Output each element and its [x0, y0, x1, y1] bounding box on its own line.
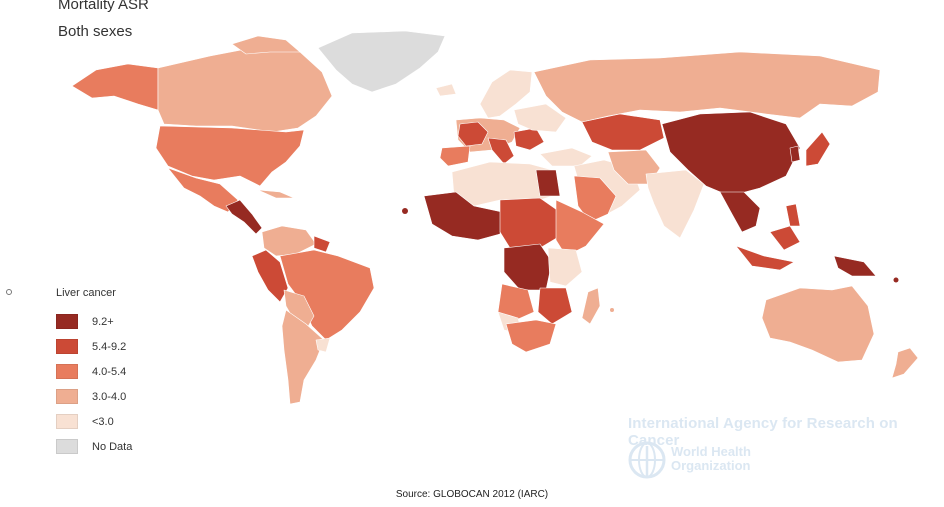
region-guianas[interactable] [313, 235, 331, 253]
source-note: Source: GLOBOCAN 2012 (IARC) [395, 489, 549, 500]
legend-label: 4.0-5.4 [92, 365, 127, 378]
region-caribbean[interactable] [257, 189, 295, 199]
region-japan[interactable] [805, 131, 831, 167]
region-central-america[interactable] [225, 199, 263, 235]
region-new-zealand[interactable] [891, 347, 919, 379]
region-iberia[interactable] [439, 145, 471, 167]
region-usa[interactable] [155, 125, 305, 187]
region-china[interactable] [661, 111, 801, 197]
legend-item-lt-3-0: <3.0 [56, 409, 132, 434]
region-peru[interactable] [251, 249, 289, 303]
map-subtitle: Both sexes [58, 23, 133, 40]
who-wordmark: World Health Organization [671, 445, 781, 473]
region-canada-islands[interactable] [231, 35, 301, 55]
region-korea[interactable] [789, 145, 801, 163]
region-mozambique[interactable] [537, 287, 573, 325]
region-italy[interactable] [487, 137, 515, 165]
region-canada[interactable] [157, 45, 333, 133]
island-mauritius[interactable] [610, 308, 614, 312]
region-argentina[interactable] [281, 309, 325, 405]
region-angola[interactable] [497, 283, 535, 321]
region-egypt[interactable] [535, 169, 561, 197]
region-east-africa[interactable] [555, 199, 605, 257]
who-line-2: Organization [671, 458, 751, 473]
legend: Liver cancer 9.2+ 5.4-9.2 4.0-5.4 3.0-4.… [56, 287, 132, 459]
region-madagascar[interactable] [581, 287, 601, 325]
who-line-1: World Health [671, 444, 751, 459]
region-turkey[interactable] [539, 147, 593, 167]
region-colombia-venezuela[interactable] [261, 225, 317, 257]
region-india[interactable] [645, 169, 705, 239]
legend-label: No Data [92, 440, 133, 453]
region-philippines[interactable] [785, 203, 801, 227]
island-small-left[interactable] [6, 289, 12, 295]
legend-swatch [56, 389, 78, 404]
legend-item-no-data: No Data [56, 434, 132, 459]
legend-swatch [56, 414, 78, 429]
legend-swatch [56, 314, 78, 329]
legend-label: 3.0-4.0 [92, 390, 127, 403]
region-mexico[interactable] [167, 167, 239, 213]
island-pacific[interactable] [893, 277, 899, 283]
region-west-africa[interactable] [423, 191, 503, 241]
region-france[interactable] [457, 121, 489, 147]
map-title: Mortality ASR [58, 0, 149, 13]
region-eastern-europe[interactable] [513, 103, 567, 133]
region-south-africa[interactable] [505, 319, 557, 353]
legend-title: Liver cancer [56, 287, 116, 299]
region-central-africa[interactable] [499, 197, 561, 249]
region-borneo[interactable] [769, 225, 801, 251]
greenland[interactable] [317, 30, 446, 93]
region-arabia[interactable] [573, 175, 617, 223]
legend-label: 5.4-9.2 [92, 340, 127, 353]
legend-swatch [56, 339, 78, 354]
region-central-asia[interactable] [581, 113, 665, 151]
who-logo-icon [628, 441, 666, 479]
region-australia[interactable] [761, 285, 875, 363]
legend-swatch [56, 364, 78, 379]
legend-label: 9.2+ [92, 315, 114, 328]
region-balkans[interactable] [513, 127, 545, 151]
legend-item-9-2-plus: 9.2+ [56, 309, 132, 334]
region-southeast-asia[interactable] [719, 191, 761, 233]
region-congo[interactable] [503, 243, 553, 291]
legend-label: <3.0 [92, 415, 114, 428]
island-cape-verde[interactable] [402, 208, 408, 214]
region-scandinavia[interactable] [479, 69, 533, 119]
region-tanzania[interactable] [547, 247, 583, 287]
legend-swatch [56, 439, 78, 454]
legend-item-4-0-5-4: 4.0-5.4 [56, 359, 132, 384]
region-indonesia[interactable] [735, 245, 795, 271]
region-uruguay[interactable] [315, 337, 331, 353]
region-alaska[interactable] [71, 63, 159, 111]
legend-item-3-0-4-0: 3.0-4.0 [56, 384, 132, 409]
region-russia[interactable] [533, 51, 881, 123]
region-iceland[interactable] [435, 83, 457, 97]
legend-item-5-4-9-2: 5.4-9.2 [56, 334, 132, 359]
region-papua-new-guinea[interactable] [833, 255, 877, 277]
